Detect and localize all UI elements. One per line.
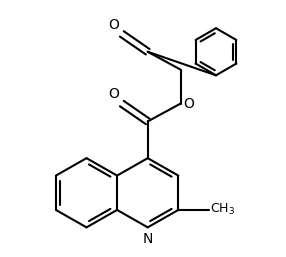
Text: CH$_3$: CH$_3$	[210, 203, 235, 217]
Text: O: O	[184, 97, 194, 111]
Text: O: O	[109, 87, 120, 101]
Text: O: O	[109, 17, 120, 32]
Text: N: N	[142, 232, 153, 246]
